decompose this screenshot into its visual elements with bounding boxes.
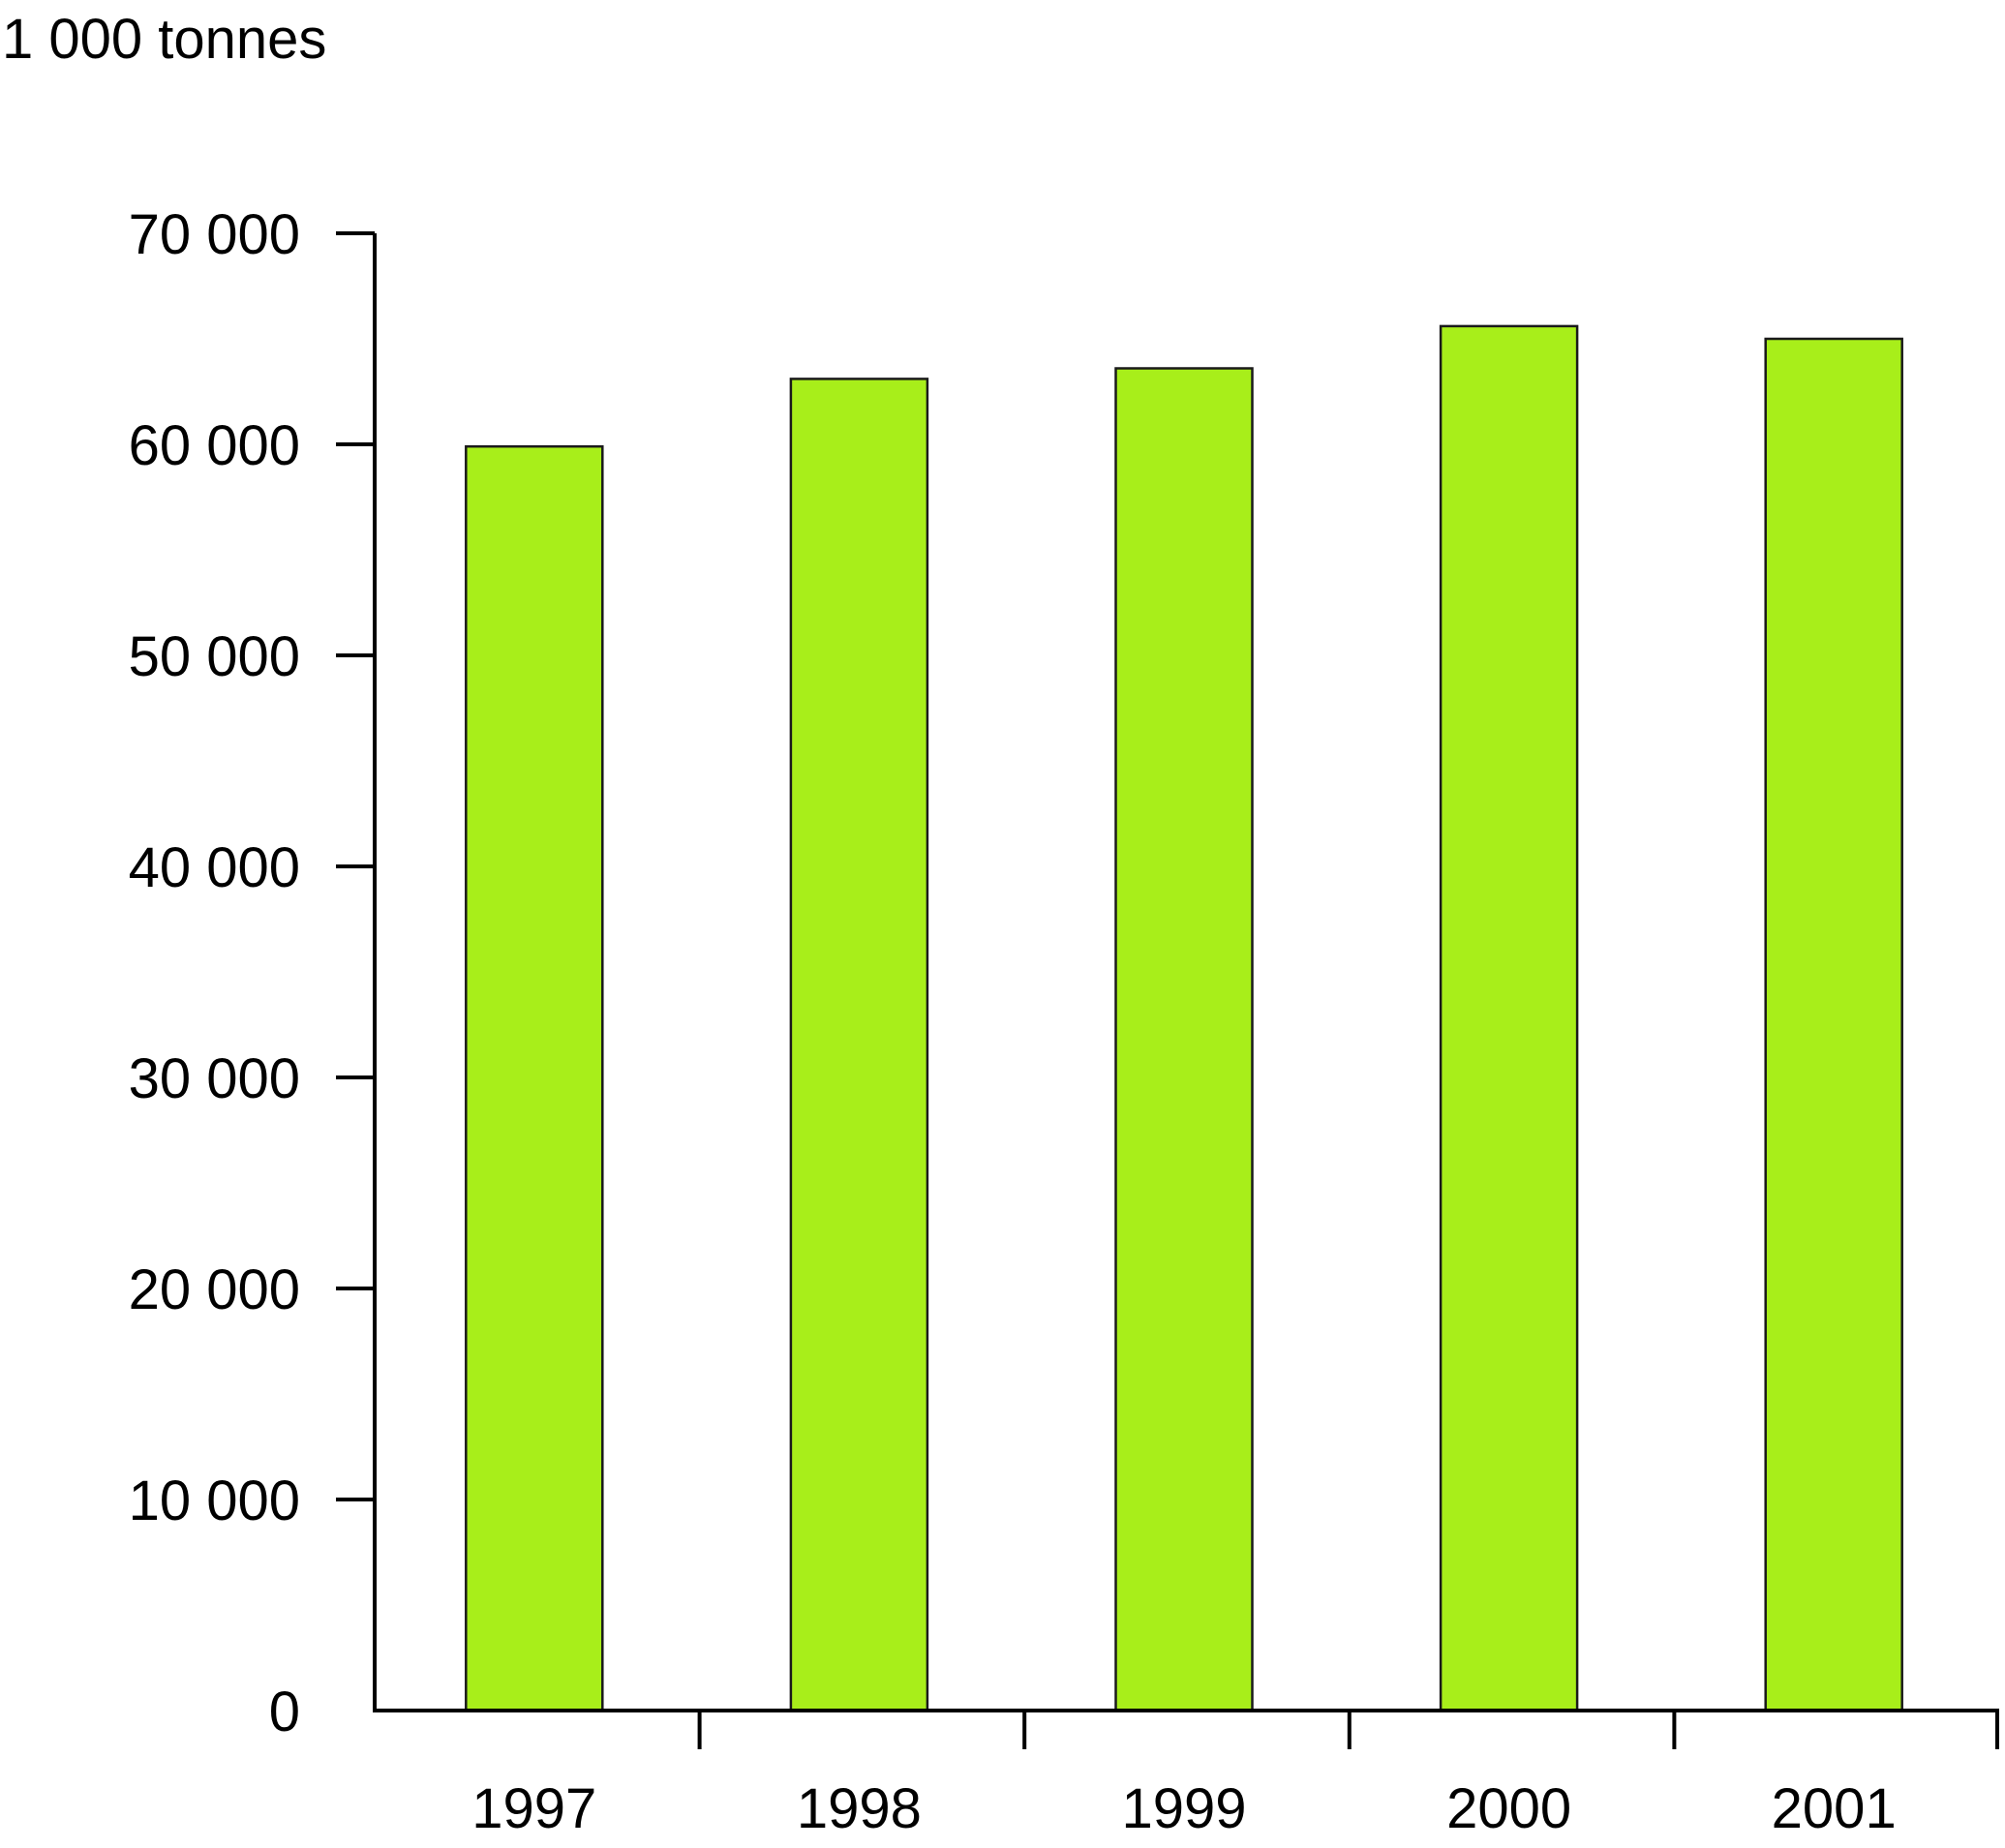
x-ticks-group: 1997 1998 1999 2000 2001 xyxy=(471,1711,1999,1840)
bar-2000 xyxy=(1439,324,1579,1712)
bars-group xyxy=(465,324,1903,1712)
y-tick-label-10000: 10 000 xyxy=(129,1469,300,1532)
x-tick-label-2000: 2000 xyxy=(1446,1777,1571,1840)
bar-1998 xyxy=(789,378,929,1712)
x-tick-label-1997: 1997 xyxy=(471,1777,596,1840)
bar-1997 xyxy=(465,444,604,1712)
y-tick-label-50000: 50 000 xyxy=(129,625,300,688)
y-tick-label-20000: 20 000 xyxy=(129,1258,300,1321)
y-unit-label: 1 000 tonnes xyxy=(2,8,326,71)
y-tick-label-40000: 40 000 xyxy=(129,836,300,899)
y-tick-label-60000: 60 000 xyxy=(129,414,300,477)
y-tick-label-70000: 70 000 xyxy=(129,203,300,266)
y-tick-label-0: 0 xyxy=(269,1681,300,1743)
x-tick-label-2001: 2001 xyxy=(1772,1777,1897,1840)
axes-group xyxy=(373,233,1999,1712)
y-tick-label-30000: 30 000 xyxy=(129,1047,300,1110)
y-ticks-group: 0 10 000 20 000 30 000 40 000 50 000 60 000 70 … xyxy=(129,203,375,1743)
bar-1999 xyxy=(1114,367,1254,1712)
x-tick-label-1998: 1998 xyxy=(797,1777,922,1840)
x-tick-label-1999: 1999 xyxy=(1121,1777,1246,1840)
bar-2001 xyxy=(1764,337,1903,1712)
